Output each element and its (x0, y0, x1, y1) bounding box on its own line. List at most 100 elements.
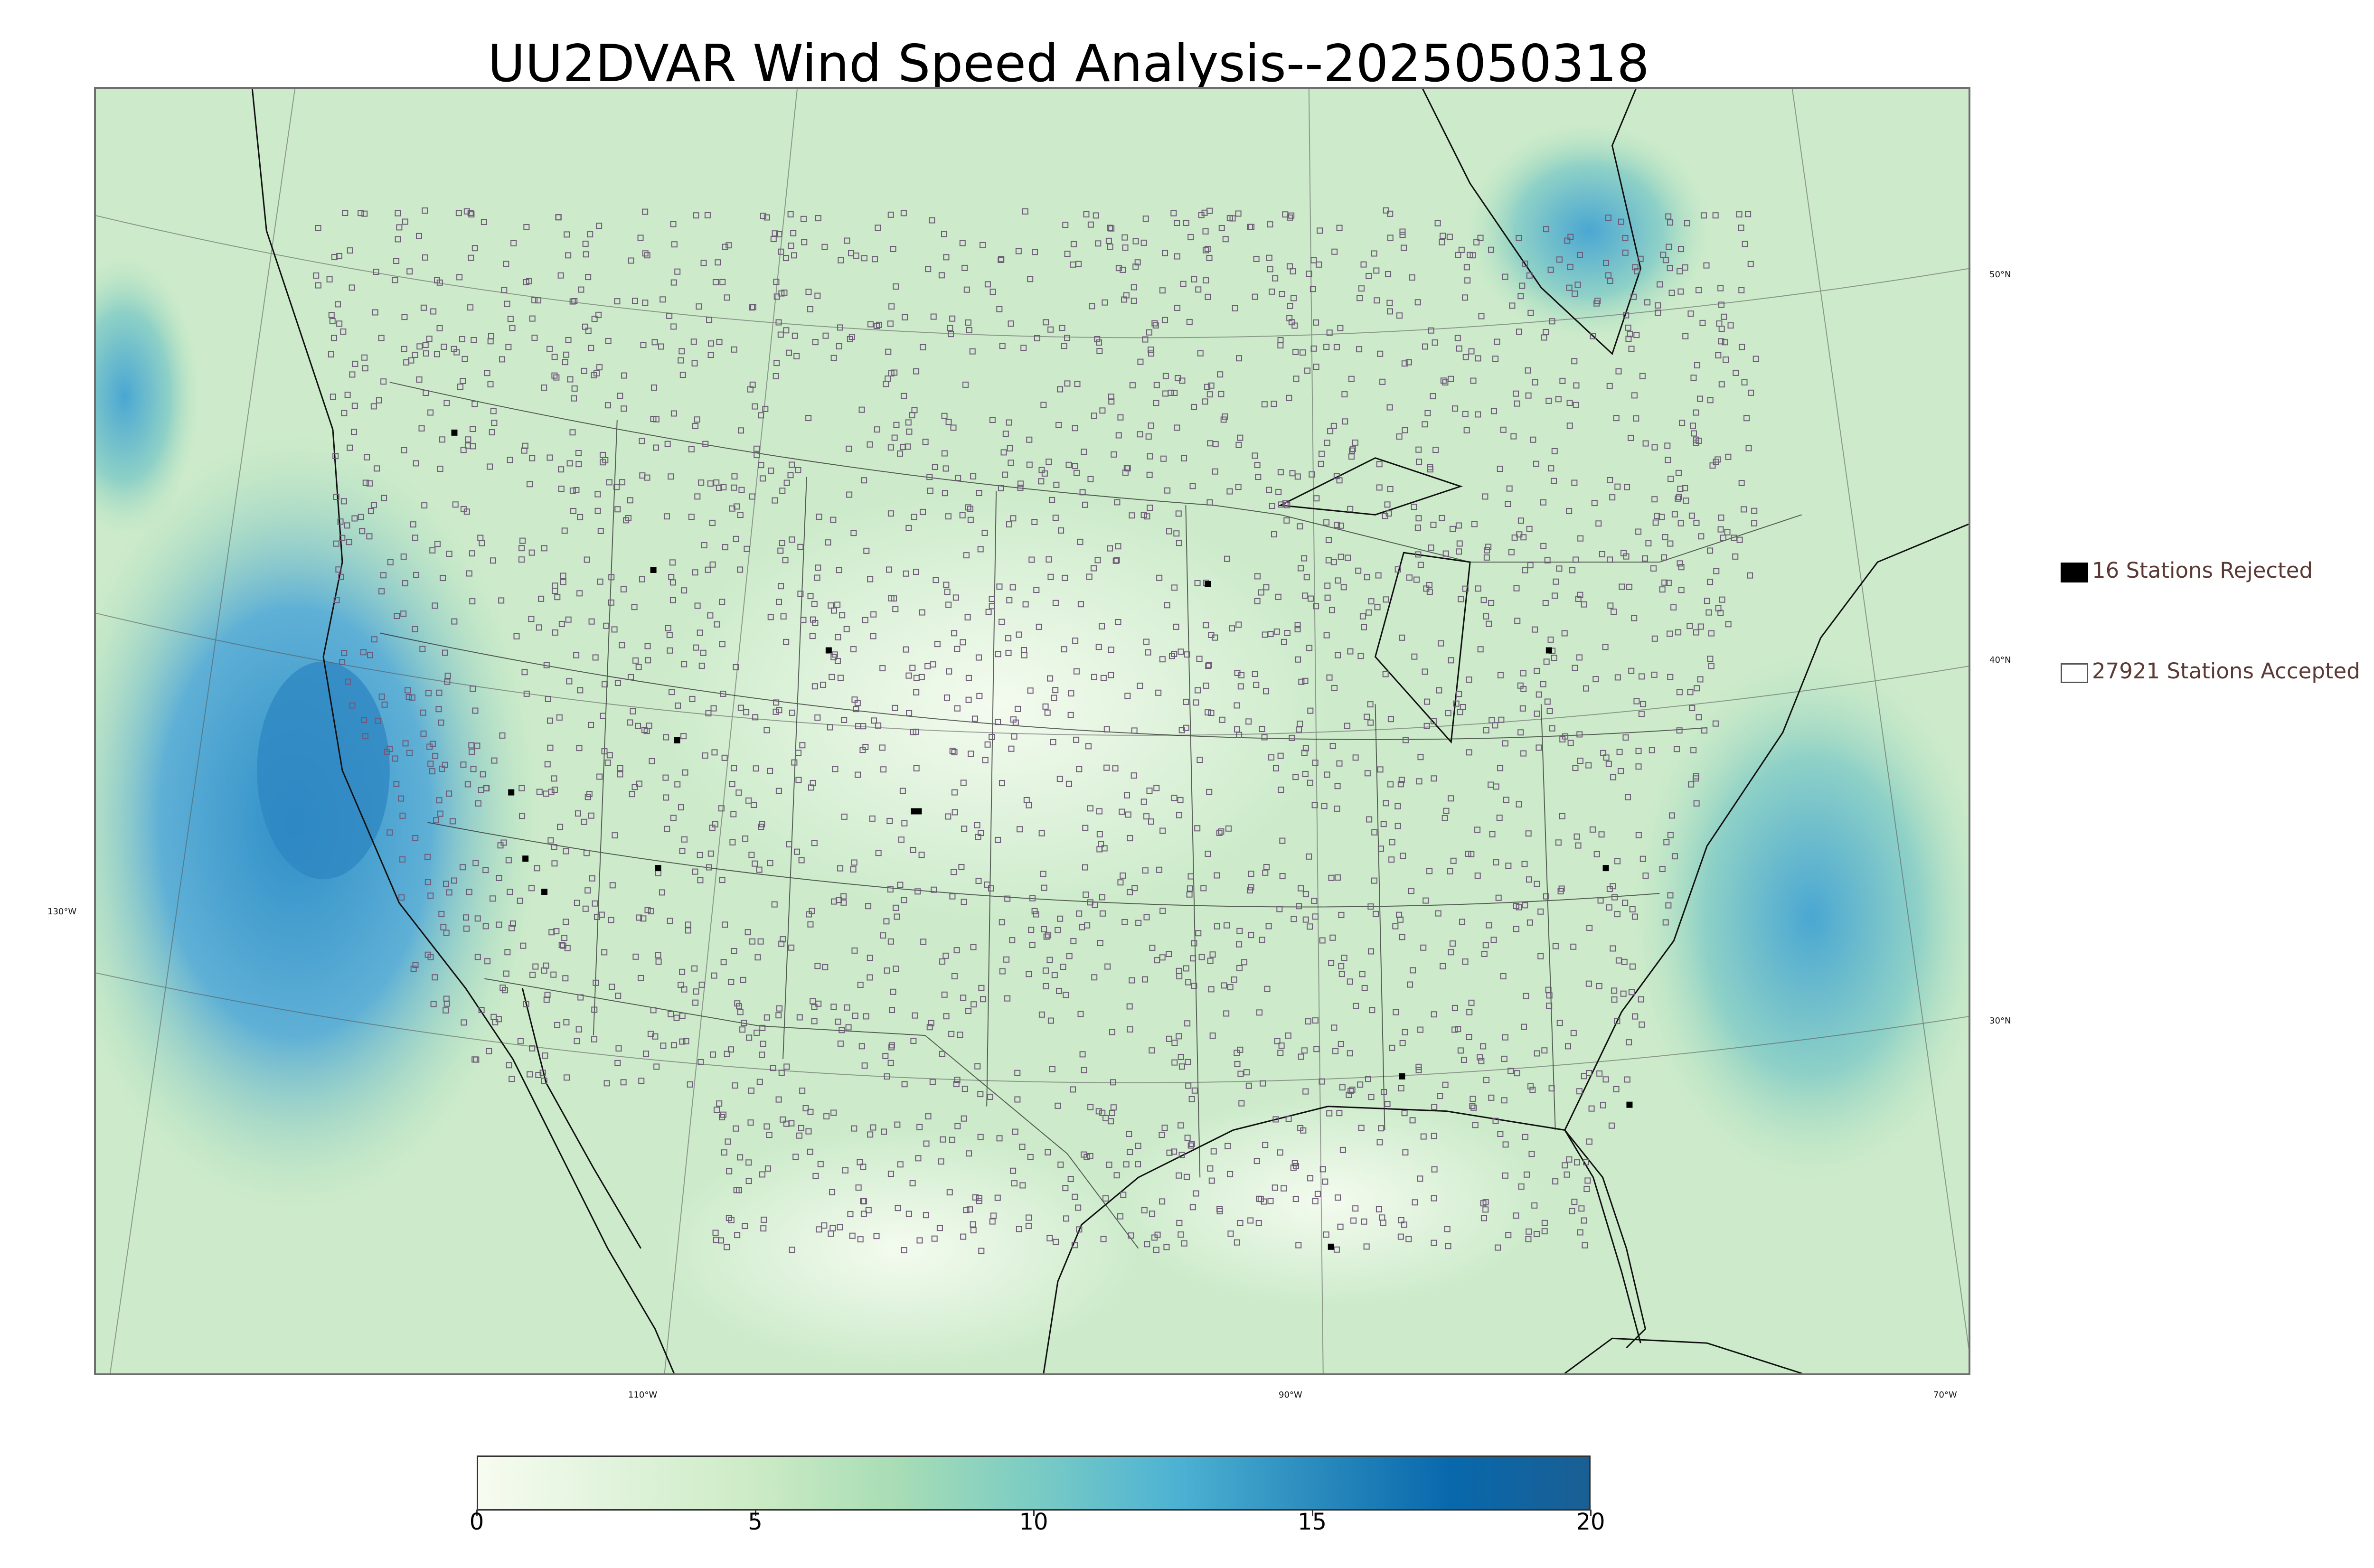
station-marker (595, 311, 602, 318)
station-marker (581, 367, 587, 374)
station-marker (1387, 235, 1394, 241)
station-marker (1237, 1070, 1244, 1077)
station-marker (462, 356, 468, 362)
station-marker (1334, 805, 1340, 812)
station-marker (1292, 774, 1299, 780)
station-marker (1329, 743, 1336, 749)
station-marker (470, 766, 477, 772)
station-marker (892, 704, 898, 711)
station-marker (1556, 565, 1563, 572)
station-marker (313, 272, 320, 279)
station-marker (1197, 350, 1204, 357)
station-marker (1513, 1212, 1519, 1219)
station-marker (1434, 220, 1441, 226)
station-marker (741, 1020, 747, 1026)
station-marker (1442, 550, 1449, 557)
station-marker (1477, 646, 1484, 653)
station-marker (1399, 228, 1406, 235)
station-marker (1307, 707, 1314, 714)
station-marker (1120, 1192, 1127, 1198)
station-marker (1492, 1117, 1499, 1124)
station-marker (1453, 700, 1460, 707)
station-marker (963, 552, 970, 559)
station-marker (1721, 313, 1727, 320)
station-marker (1349, 447, 1356, 454)
station-marker (953, 1081, 960, 1088)
station-marker (1599, 551, 1605, 557)
station-marker (510, 240, 517, 246)
station-marker (1082, 864, 1088, 871)
station-marker (970, 1227, 977, 1234)
station-marker (839, 612, 846, 619)
station-marker (901, 1081, 908, 1088)
station-marker (933, 577, 939, 583)
station-marker (776, 1005, 783, 1012)
station-marker (1405, 1236, 1412, 1242)
station-marker (1159, 656, 1166, 663)
station-marker (588, 618, 595, 625)
station-marker (1392, 923, 1399, 930)
station-marker (1087, 1153, 1093, 1159)
station-marker (1696, 287, 1702, 293)
station-marker (1178, 727, 1185, 733)
station-marker (1642, 440, 1649, 447)
station-marker (980, 996, 987, 1003)
station-marker (1671, 511, 1678, 518)
rejected-station-marker (911, 808, 917, 815)
station-marker (1378, 1125, 1385, 1132)
station-marker (655, 958, 662, 965)
station-marker (1326, 1110, 1333, 1117)
station-marker (1732, 553, 1739, 560)
station-marker (1382, 671, 1389, 677)
station-marker (1532, 379, 1538, 385)
station-marker (583, 850, 590, 856)
station-marker (547, 717, 554, 724)
station-marker (780, 1116, 786, 1123)
station-marker (1493, 783, 1499, 790)
station-marker (586, 791, 593, 798)
station-marker (596, 773, 603, 780)
station-marker (898, 836, 904, 843)
station-marker (915, 1155, 922, 1162)
station-marker (360, 649, 367, 656)
station-marker (631, 784, 638, 790)
station-marker (1525, 830, 1532, 837)
station-marker (1185, 979, 1192, 986)
station-marker (1183, 219, 1189, 226)
station-marker (859, 747, 866, 753)
station-marker (451, 877, 457, 884)
station-marker (1635, 528, 1642, 535)
station-marker (521, 669, 528, 676)
station-marker (1029, 895, 1036, 901)
station-marker (1596, 983, 1602, 989)
station-marker (1020, 345, 1027, 351)
station-marker (1718, 301, 1725, 308)
station-marker (1679, 420, 1686, 426)
station-marker (807, 593, 814, 600)
station-marker (1055, 422, 1062, 428)
station-marker (1253, 255, 1260, 262)
station-marker (880, 766, 887, 773)
station-marker (470, 685, 476, 692)
station-marker (470, 443, 476, 450)
station-marker (1193, 699, 1199, 706)
station-marker (1677, 560, 1683, 567)
station-marker (1484, 547, 1490, 554)
station-marker (1352, 1205, 1359, 1212)
station-marker (1576, 654, 1583, 661)
colorbar (477, 1455, 1591, 1511)
station-marker (1076, 910, 1083, 917)
station-marker (1417, 1175, 1423, 1182)
station-marker (1583, 1159, 1590, 1165)
station-marker (351, 515, 358, 522)
station-marker (1480, 1043, 1487, 1050)
station-marker (1031, 908, 1038, 914)
station-marker (1383, 207, 1389, 214)
station-marker (1137, 683, 1143, 689)
station-marker (1543, 893, 1549, 900)
station-marker (1142, 336, 1149, 343)
station-marker (1432, 339, 1438, 346)
station-marker (843, 626, 850, 632)
station-marker (543, 662, 550, 668)
station-marker (1255, 474, 1262, 480)
